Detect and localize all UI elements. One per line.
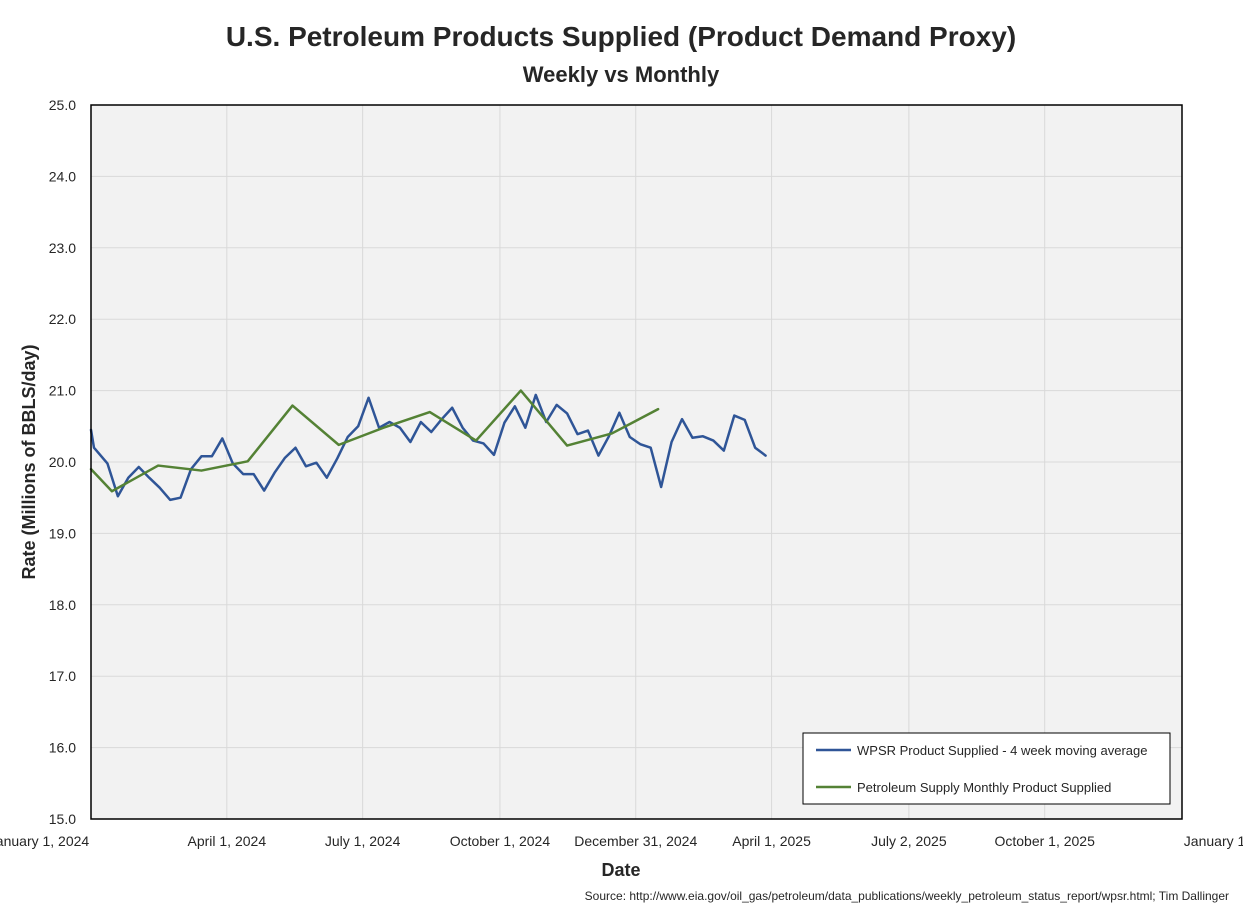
y-tick-label: 20.0: [49, 454, 76, 470]
legend-box: [802, 732, 1171, 805]
y-tick-label: 21.0: [49, 383, 76, 399]
x-tick-labels: January 1, 2024 April 1, 2024 July 1, 2024…: [0, 833, 1243, 849]
y-tick-label: 15.0: [49, 811, 76, 827]
y-tick-label: 25.0: [49, 97, 76, 113]
y-tick-label: 18.0: [49, 597, 76, 613]
x-tick-label: April 1, 2024: [188, 833, 267, 849]
x-tick-label: December 31, 2024: [574, 833, 697, 849]
chart-subtitle: Weekly vs Monthly: [523, 62, 720, 87]
y-tick-labels: 15.0 16.0 17.0 18.0 19.0 20.0 21.0 22.0 23.0 24.0…: [49, 97, 76, 827]
y-tick-label: 23.0: [49, 240, 76, 256]
y-axis-title: Rate (Millions of BBLS/day): [19, 344, 39, 579]
chart-title: U.S. Petroleum Products Supplied (Produc…: [226, 21, 1016, 52]
plot-border: [90, 104, 1183, 820]
series-lines: [89, 389, 767, 502]
y-tick-label: 22.0: [49, 311, 76, 327]
legend-label-wpsr: WPSR Product Supplied - 4 week moving av…: [857, 743, 1147, 758]
y-tick-label: 24.0: [49, 168, 76, 184]
x-tick-label: July 1, 2024: [325, 833, 401, 849]
x-tick-label: April 1, 2025: [732, 833, 811, 849]
legend-label-monthly: Petroleum Supply Monthly Product Supplie…: [857, 780, 1111, 795]
x-tick-label: October 1, 2025: [994, 833, 1095, 849]
y-tick-label: 16.0: [49, 740, 76, 756]
x-tick-label: January 1, 2026: [1184, 833, 1243, 849]
x-tick-label: October 1, 2024: [450, 833, 551, 849]
x-axis-title: Date: [601, 860, 640, 880]
series-line-monthly: [89, 389, 660, 493]
legend: WPSR Product Supplied - 4 week moving av…: [802, 732, 1171, 805]
x-tick-label: July 2, 2025: [871, 833, 947, 849]
source-note: Source: http://www.eia.gov/oil_gas/petro…: [585, 889, 1229, 903]
series-line-wpsr: [89, 393, 767, 502]
y-tick-label: 19.0: [49, 525, 76, 541]
x-tick-label: January 1, 2024: [0, 833, 89, 849]
y-tick-label: 17.0: [49, 668, 76, 684]
